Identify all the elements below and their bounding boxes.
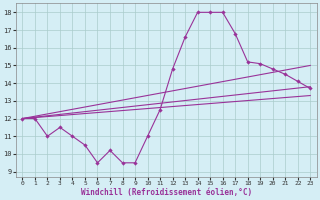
X-axis label: Windchill (Refroidissement éolien,°C): Windchill (Refroidissement éolien,°C): [81, 188, 252, 197]
